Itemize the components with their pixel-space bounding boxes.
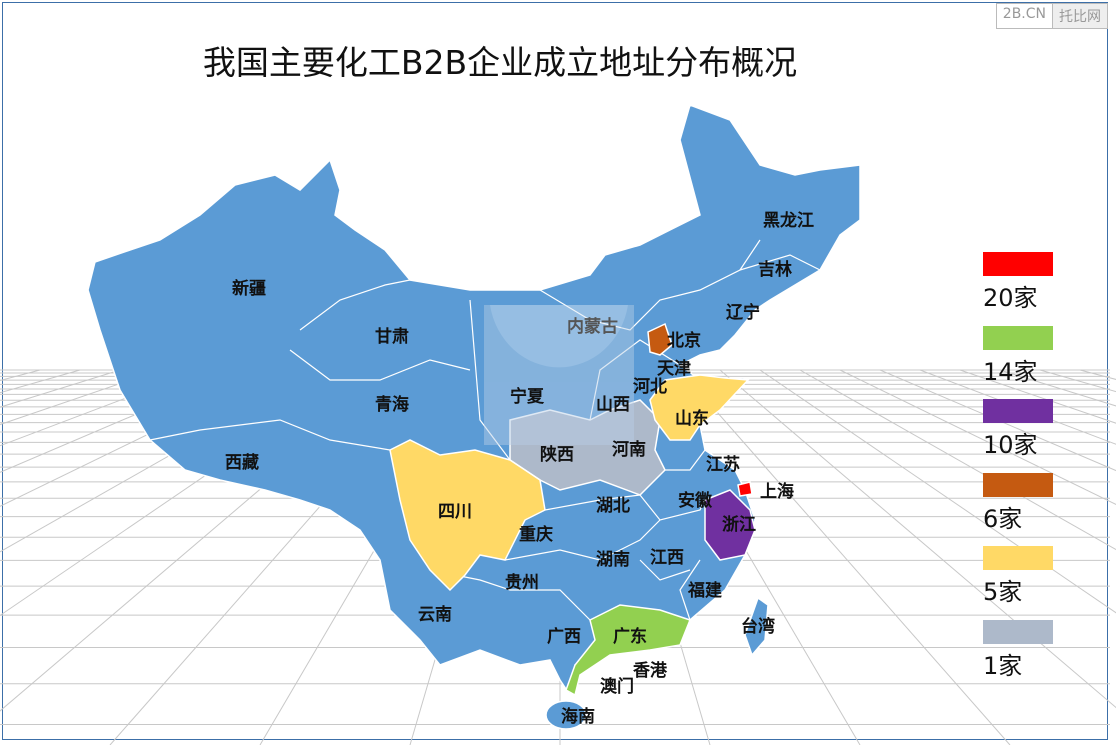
label-shanghai: 上海 bbox=[760, 481, 794, 502]
label-hongkong: 香港 bbox=[633, 660, 668, 681]
label-gansu: 甘肃 bbox=[375, 326, 409, 347]
region-sichuan bbox=[389, 439, 546, 592]
label-neimenggu: 内蒙古 bbox=[567, 316, 618, 337]
label-macau: 澳门 bbox=[600, 676, 634, 697]
grid-line bbox=[919, 369, 1116, 445]
legend-item: 10家 bbox=[983, 399, 1063, 473]
watermark-semicircle bbox=[490, 305, 628, 368]
region-taiwan bbox=[744, 596, 769, 657]
legend-swatch bbox=[983, 325, 1053, 350]
label-hubei: 湖北 bbox=[596, 496, 630, 516]
grid-line bbox=[879, 369, 1116, 472]
region-shandong bbox=[649, 374, 750, 441]
legend-label: 14家 bbox=[983, 357, 1038, 386]
legend-swatch bbox=[983, 252, 1053, 276]
province-labels: 新疆 西藏 青海 甘肃 内蒙古 宁夏 陕西 山西 河南 河北 北京 天津 山东 … bbox=[225, 210, 814, 727]
label-hainan: 海南 bbox=[561, 706, 595, 727]
legend-swatch bbox=[983, 399, 1053, 423]
legend-label: 1家 bbox=[983, 651, 1023, 680]
label-liaoning: 辽宁 bbox=[726, 302, 760, 323]
label-fujian: 福建 bbox=[687, 580, 722, 601]
label-xinjiang: 新疆 bbox=[232, 278, 266, 299]
grid-line bbox=[0, 369, 121, 408]
region-beijing bbox=[647, 322, 673, 356]
grid-line bbox=[0, 369, 81, 394]
label-shaanxi: 陕西 bbox=[540, 444, 574, 465]
legend-item: 1家 bbox=[983, 619, 1063, 694]
label-chongqing: 重庆 bbox=[519, 524, 553, 545]
legend-label: 5家 bbox=[983, 578, 1023, 606]
label-zhejiang: 浙江 bbox=[722, 514, 756, 535]
label-guizhou: 贵州 bbox=[505, 572, 539, 593]
legend-item: 14家 bbox=[983, 325, 1063, 400]
label-tianjin: 天津 bbox=[657, 358, 691, 379]
grid-line bbox=[0, 369, 201, 447]
grid-line bbox=[799, 369, 1116, 551]
region-shaanxi-henan bbox=[509, 399, 666, 496]
label-jilin: 吉林 bbox=[758, 259, 792, 280]
watermark-box bbox=[484, 305, 634, 445]
region-shanghai bbox=[737, 481, 753, 497]
region-china-mainland bbox=[87, 104, 861, 697]
legend: 20家 14家 10家 6家 5家 1家 bbox=[983, 252, 1063, 693]
label-taiwan: 台湾 bbox=[741, 616, 775, 637]
grid-line bbox=[679, 369, 1011, 745]
region-zhejiang bbox=[704, 489, 756, 561]
legend-item: 6家 bbox=[983, 472, 1063, 547]
label-henan: 河南 bbox=[612, 439, 646, 460]
grid-line bbox=[719, 369, 1116, 709]
legend-swatch bbox=[983, 546, 1053, 570]
watermark-tobi: 托比网 bbox=[1052, 4, 1107, 28]
label-jiangxi: 江西 bbox=[650, 548, 684, 568]
map-title: 我国主要化工B2B企业成立地址分布概况 bbox=[202, 43, 798, 82]
map-regions bbox=[87, 104, 861, 730]
watermark-2bcn: 2B.CN bbox=[1002, 6, 1046, 22]
watermark-badge: 2B.CN 托比网 bbox=[995, 3, 1108, 29]
label-qinghai: 青海 bbox=[375, 394, 409, 415]
label-guangdong: 广东 bbox=[613, 626, 647, 647]
grid-line bbox=[0, 369, 161, 426]
legend-swatch bbox=[983, 619, 1053, 644]
label-hunan: 湖南 bbox=[596, 549, 630, 570]
legend-label: 20家 bbox=[983, 284, 1038, 312]
legend-label: 10家 bbox=[983, 431, 1038, 459]
label-guangxi: 广西 bbox=[547, 626, 581, 647]
label-shanxi: 山西 bbox=[596, 395, 630, 415]
label-xizang: 西藏 bbox=[225, 453, 259, 473]
grid-line bbox=[839, 369, 1116, 505]
grid-line bbox=[0, 369, 241, 473]
legend-label: 6家 bbox=[983, 504, 1023, 533]
label-yunnan: 云南 bbox=[418, 604, 452, 625]
grid-line bbox=[1079, 369, 1116, 380]
region-hainan bbox=[545, 700, 587, 730]
label-shandong: 山东 bbox=[675, 408, 709, 429]
legend-swatch bbox=[983, 472, 1053, 497]
label-hebei: 河北 bbox=[633, 377, 667, 397]
center-watermark-logo bbox=[484, 305, 634, 445]
label-jiangsu: 江苏 bbox=[706, 454, 740, 475]
legend-item: 20家 bbox=[983, 252, 1063, 326]
label-beijing: 北京 bbox=[667, 330, 701, 351]
label-sichuan: 四川 bbox=[438, 502, 472, 522]
grid-line bbox=[0, 369, 41, 382]
legend-item: 5家 bbox=[983, 546, 1063, 620]
region-guangdong bbox=[565, 604, 691, 697]
label-ningxia: 宁夏 bbox=[510, 386, 545, 407]
label-heilongjiang: 黑龙江 bbox=[763, 210, 814, 231]
label-anhui: 安徽 bbox=[678, 490, 713, 511]
